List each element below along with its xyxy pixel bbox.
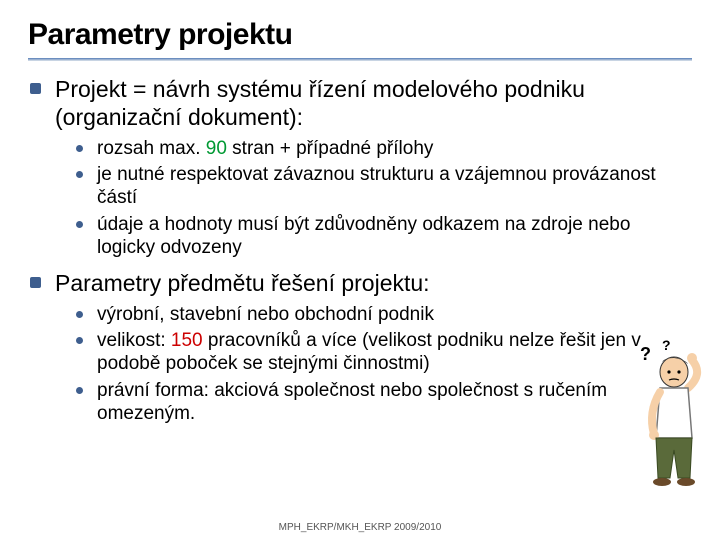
l2-text: rozsah max. 90 stran + případné přílohy xyxy=(97,137,433,160)
l2-text: výrobní, stavební nebo obchodní podnik xyxy=(97,303,434,326)
bullet-l2: velikost: 150 pracovníků a více (velikos… xyxy=(76,329,692,375)
bullet-l2: údaje a hodnoty musí být zdůvodněny odka… xyxy=(76,213,692,259)
square-bullet-icon xyxy=(30,277,41,288)
l2-pre: údaje a hodnoty musí být zdůvodněny odka… xyxy=(97,214,630,258)
dot-bullet-icon xyxy=(76,337,83,344)
svg-text:?: ? xyxy=(662,338,671,353)
bullet-l2: je nutné respektovat závaznou strukturu … xyxy=(76,163,692,209)
l1-text: Projekt = návrh systému řízení modelovéh… xyxy=(55,75,692,131)
l2-text: údaje a hodnoty musí být zdůvodněny odka… xyxy=(97,213,657,259)
l2-highlight: 90 xyxy=(206,138,227,159)
footer-text: MPH_EKRP/MKH_EKRP 2009/2010 xyxy=(0,522,720,533)
dot-bullet-icon xyxy=(76,311,83,318)
dot-bullet-icon xyxy=(76,221,83,228)
square-bullet-icon xyxy=(30,83,41,94)
l2-pre: velikost: xyxy=(97,330,171,351)
dot-bullet-icon xyxy=(76,171,83,178)
l2-text: velikost: 150 pracovníků a více (velikos… xyxy=(97,329,657,375)
bullet-l1: Projekt = návrh systému řízení modelovéh… xyxy=(30,75,692,131)
title-underline xyxy=(28,58,692,61)
dot-bullet-icon xyxy=(76,387,83,394)
svg-text:?: ? xyxy=(640,344,651,364)
bullet-l2: rozsah max. 90 stran + případné přílohy xyxy=(76,137,692,160)
l1-text: Parametry předmětu řešení projektu: xyxy=(55,269,430,297)
sublist: výrobní, stavební nebo obchodní podnik v… xyxy=(76,303,692,425)
content-area: Projekt = návrh systému řízení modelovéh… xyxy=(28,75,692,425)
dot-bullet-icon xyxy=(76,145,83,152)
l2-highlight: 150 xyxy=(171,330,203,351)
bullet-l2: výrobní, stavební nebo obchodní podnik xyxy=(76,303,692,326)
l2-pre: právní forma: akciová společnost nebo sp… xyxy=(97,380,607,424)
confused-person-icon: ? ? xyxy=(632,338,712,488)
l2-post: stran + případné přílohy xyxy=(227,138,434,159)
slide: Parametry projektu Projekt = návrh systé… xyxy=(0,0,720,540)
bullet-l2: právní forma: akciová společnost nebo sp… xyxy=(76,379,692,425)
slide-title: Parametry projektu xyxy=(28,18,692,52)
l2-text: právní forma: akciová společnost nebo sp… xyxy=(97,379,657,425)
l2-pre: výrobní, stavební nebo obchodní podnik xyxy=(97,304,434,325)
l2-pre: rozsah max. xyxy=(97,138,206,159)
l2-pre: je nutné respektovat závaznou strukturu … xyxy=(97,164,656,208)
sublist: rozsah max. 90 stran + případné přílohy … xyxy=(76,137,692,259)
l2-text: je nutné respektovat závaznou strukturu … xyxy=(97,163,657,209)
bullet-l1: Parametry předmětu řešení projektu: xyxy=(30,269,692,297)
